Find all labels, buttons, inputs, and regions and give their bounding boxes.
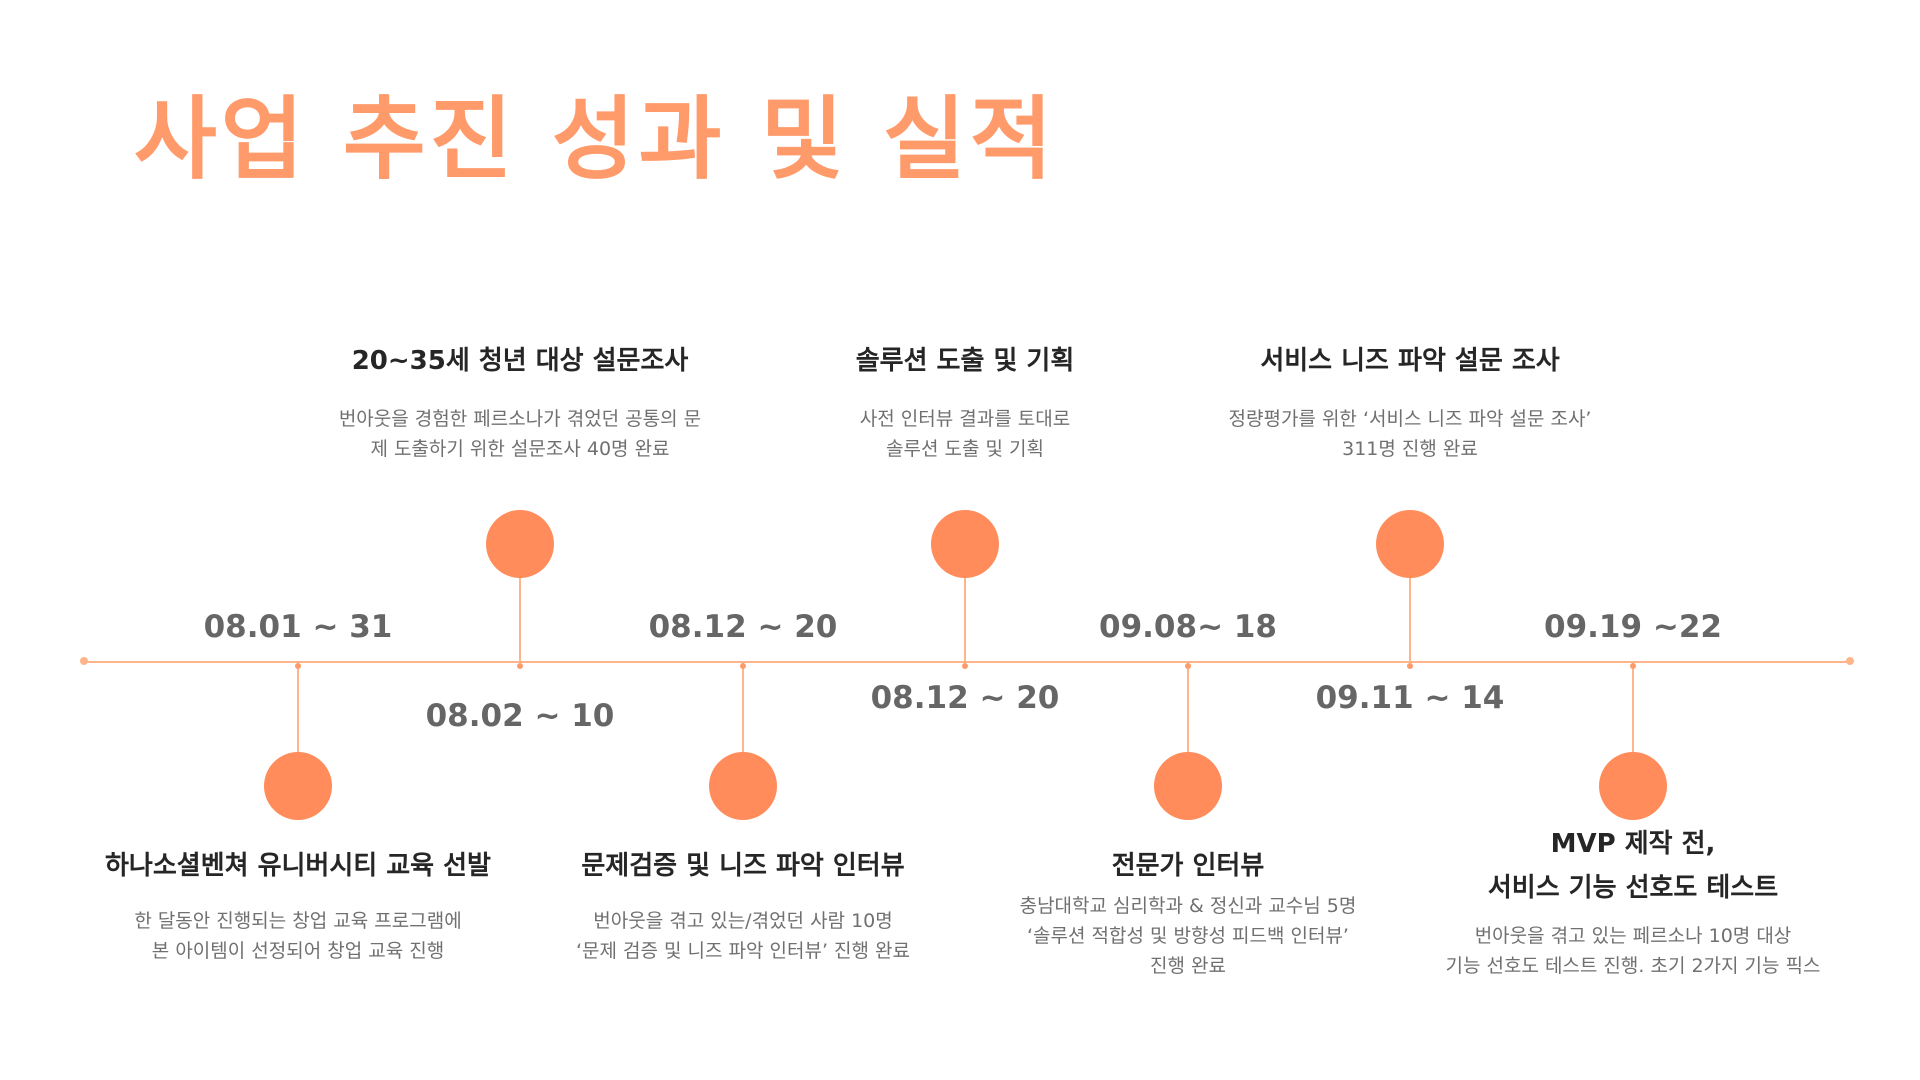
timeline-axis <box>84 661 1852 663</box>
event-5-description: 충남대학교 심리학과 & 정신과 교수님 5명 ‘솔루션 적합성 및 방향성 피… <box>958 891 1418 981</box>
event-5-description-line-3: 진행 완료 <box>1150 955 1226 977</box>
event-4-stem <box>964 576 966 662</box>
event-3-stem <box>742 662 744 752</box>
event-3-description-line-1: 번아웃을 겪고 있는/겪었던 사람 10명 <box>593 910 893 932</box>
event-2-description-line-2: 제 도출하기 위한 설문조사 40명 완료 <box>370 438 670 460</box>
event-7-stem <box>1632 662 1634 752</box>
event-7-title: MVP 제작 전, 서비스 기능 선호도 테스트 <box>1403 822 1863 910</box>
event-5-node <box>1154 752 1222 820</box>
event-6-description: 정량평가를 위한 ‘서비스 니즈 파악 설문 조사’ 311명 진행 완료 <box>1180 404 1640 464</box>
event-3-description-line-2: ‘문제 검증 및 니즈 파악 인터뷰’ 진행 완료 <box>575 940 911 962</box>
event-1-description-line-2: 본 아이템이 선정되어 창업 교육 진행 <box>151 940 445 962</box>
event-6-date: 09.11 ~ 14 <box>1315 680 1505 716</box>
event-4-description-line-2: 솔루션 도출 및 기획 <box>886 438 1044 460</box>
event-1-node <box>264 752 332 820</box>
event-2-title: 20~35세 청년 대상 설문조사 <box>351 346 689 376</box>
event-1-description-line-1: 한 달동안 진행되는 창업 교육 프로그램에 <box>134 910 462 932</box>
event-7-title-line-2: 서비스 기능 선호도 테스트 <box>1487 873 1779 903</box>
event-7-axis-dot <box>1630 663 1636 669</box>
event-4-node <box>931 510 999 578</box>
event-5-description-line-1: 충남대학교 심리학과 & 정신과 교수님 5명 <box>1019 895 1357 917</box>
event-7-description-line-1: 번아웃을 겪고 있는 페르소나 10명 대상 <box>1474 925 1792 947</box>
event-5-axis-dot <box>1185 663 1191 669</box>
event-2-description-line-1: 번아웃을 경험한 페르소나가 겪었던 공통의 문 <box>338 408 702 430</box>
event-2-node <box>486 510 554 578</box>
event-6-node <box>1376 510 1444 578</box>
event-7-title-line-1: MVP 제작 전, <box>1550 829 1716 859</box>
event-6-axis-dot <box>1407 663 1413 669</box>
event-7-node <box>1599 752 1667 820</box>
event-4-description: 사전 인터뷰 결과를 토대로 솔루션 도출 및 기획 <box>735 404 1195 464</box>
page-title: 사업 추진 성과 및 실적 <box>134 87 1057 192</box>
event-3-title: 문제검증 및 니즈 파악 인터뷰 <box>581 851 905 881</box>
event-2-stem <box>519 576 521 662</box>
event-3-axis-dot <box>740 663 746 669</box>
event-3-node <box>709 752 777 820</box>
event-6-description-line-2: 311명 진행 완료 <box>1342 438 1478 460</box>
event-2-description: 번아웃을 경험한 페르소나가 겪었던 공통의 문 제 도출하기 위한 설문조사 … <box>290 404 750 464</box>
event-4-date: 08.12 ~ 20 <box>870 680 1060 716</box>
event-1-stem <box>297 662 299 752</box>
event-5-date: 09.08~ 18 <box>1099 609 1277 645</box>
event-4-title: 솔루션 도출 및 기획 <box>855 346 1075 376</box>
event-1-date: 08.01 ~ 31 <box>203 609 393 645</box>
event-7-description-line-2: 기능 선호도 테스트 진행. 초기 2가지 기능 픽스 <box>1445 955 1821 977</box>
event-3-description: 번아웃을 겪고 있는/겪었던 사람 10명 ‘문제 검증 및 니즈 파악 인터뷰… <box>513 906 973 966</box>
event-1-title: 하나소셜벤쳐 유니버시티 교육 선발 <box>105 851 491 881</box>
event-6-title: 서비스 니즈 파악 설문 조사 <box>1260 346 1560 376</box>
event-7-date: 09.19 ~22 <box>1544 609 1722 645</box>
event-6-description-line-1: 정량평가를 위한 ‘서비스 니즈 파악 설문 조사’ <box>1228 408 1592 430</box>
event-5-title: 전문가 인터뷰 <box>1111 851 1265 881</box>
event-5-description-line-2: ‘솔루션 적합성 및 방향성 피드백 인터뷰’ <box>1027 925 1349 947</box>
event-5-stem <box>1187 662 1189 752</box>
event-3-date: 08.12 ~ 20 <box>648 609 838 645</box>
timeline-axis-end <box>1846 657 1854 665</box>
event-7-description: 번아웃을 겪고 있는 페르소나 10명 대상 기능 선호도 테스트 진행. 초기… <box>1403 921 1863 981</box>
event-4-axis-dot <box>962 663 968 669</box>
event-2-date: 08.02 ~ 10 <box>425 698 615 734</box>
event-1-description: 한 달동안 진행되는 창업 교육 프로그램에 본 아이템이 선정되어 창업 교육… <box>68 906 528 966</box>
timeline-axis-start <box>80 657 88 665</box>
event-2-axis-dot <box>517 663 523 669</box>
event-1-axis-dot <box>295 663 301 669</box>
event-6-stem <box>1409 576 1411 662</box>
event-4-description-line-1: 사전 인터뷰 결과를 토대로 <box>859 408 1071 430</box>
